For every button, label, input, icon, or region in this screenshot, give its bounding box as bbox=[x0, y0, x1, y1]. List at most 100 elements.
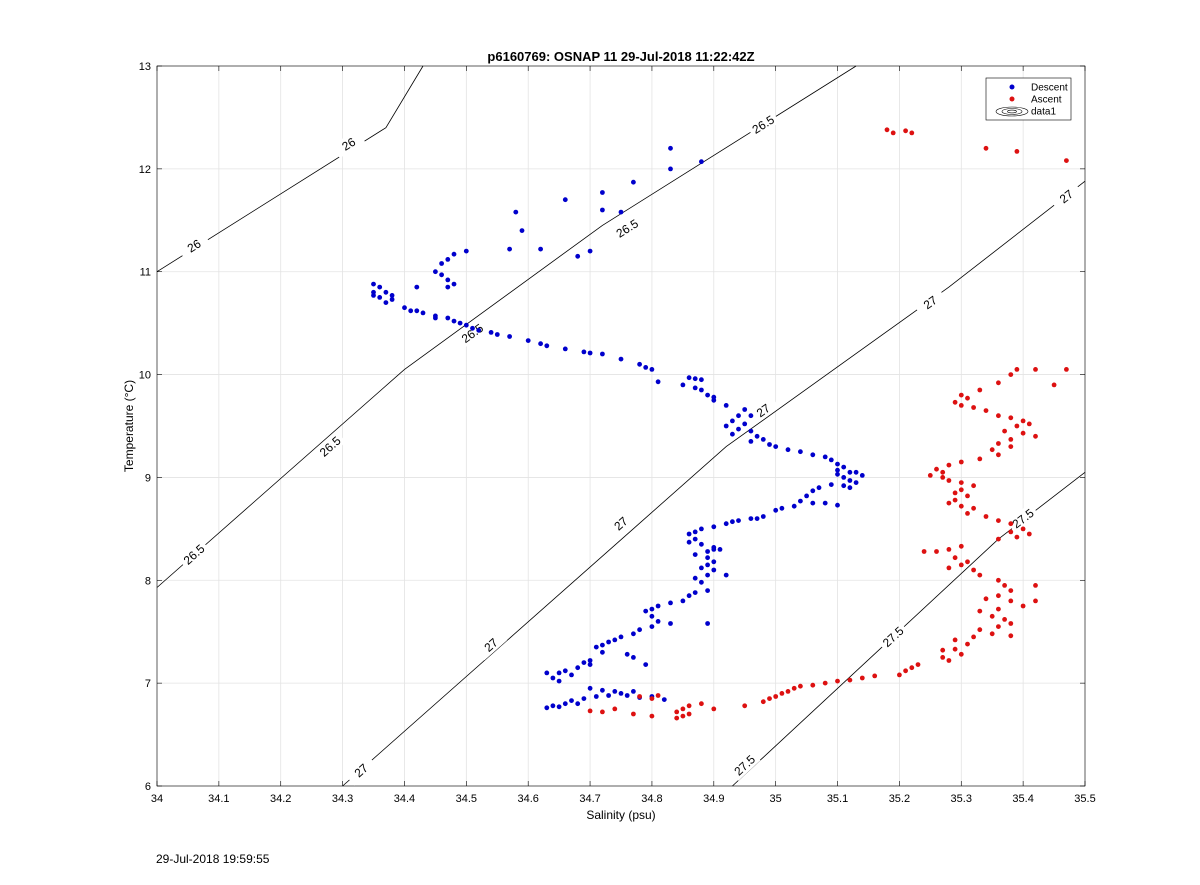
descent-point bbox=[705, 588, 710, 593]
descent-point bbox=[593, 644, 599, 650]
ascent-point bbox=[686, 711, 692, 717]
descent-point bbox=[699, 541, 704, 547]
ascent-point bbox=[1020, 418, 1026, 424]
descent-point bbox=[389, 297, 395, 302]
descent-point bbox=[587, 658, 593, 663]
ascent-point bbox=[884, 127, 890, 133]
descent-point bbox=[668, 145, 673, 151]
descent-point bbox=[705, 621, 710, 626]
descent-point bbox=[593, 694, 599, 699]
y-tick-label: 8 bbox=[145, 575, 151, 587]
descent-point bbox=[494, 332, 500, 337]
descent-point bbox=[569, 698, 574, 703]
ascent-point bbox=[1020, 603, 1026, 609]
legend-box bbox=[985, 77, 1072, 121]
density-contours: 262626.526.526.526.526.527272727272727.5… bbox=[156, 65, 1086, 787]
ascent-point bbox=[996, 536, 1001, 542]
descent-point bbox=[445, 284, 451, 290]
descent-point bbox=[705, 549, 710, 554]
y-tick-label: 9 bbox=[145, 472, 151, 484]
descent-point bbox=[544, 705, 550, 711]
ascent-point bbox=[773, 694, 779, 699]
descent-point bbox=[556, 704, 562, 710]
axis-ticks: 34 34.1 34.2 34.3 34.4 34.5 34.6 34.7 34.8 34.9 35… bbox=[139, 61, 1096, 805]
ascent-point bbox=[649, 696, 655, 701]
descent-point bbox=[624, 693, 630, 698]
ascent-point bbox=[680, 706, 686, 712]
descent-point bbox=[835, 502, 840, 508]
descent-point bbox=[600, 190, 605, 195]
ascent-point bbox=[1008, 437, 1014, 442]
footer-timestamp: 29-Jul-2018 19:59:55 bbox=[156, 852, 270, 866]
y-axis-label: Temperature (°C) bbox=[122, 380, 136, 472]
descent-point bbox=[822, 454, 828, 460]
descent-point bbox=[649, 606, 655, 612]
ascent-point bbox=[1064, 367, 1069, 372]
contour-label-group: 26.5 bbox=[610, 213, 644, 243]
ascent-point bbox=[977, 387, 983, 393]
descent-point bbox=[742, 407, 748, 412]
descent-point bbox=[420, 310, 426, 316]
x-tick-label: 35.2 bbox=[889, 793, 910, 805]
descent-point bbox=[692, 590, 698, 595]
descent-point bbox=[439, 272, 444, 278]
descent-point bbox=[835, 461, 840, 467]
descent-point bbox=[748, 428, 754, 434]
descent-point bbox=[828, 457, 834, 463]
ascent-point bbox=[965, 511, 970, 516]
contour-label-bg bbox=[1049, 181, 1083, 212]
descent-point bbox=[668, 600, 673, 606]
contour-label-group: 27 bbox=[1049, 181, 1083, 212]
series-descent bbox=[371, 145, 865, 711]
descent-point bbox=[754, 516, 760, 521]
ascent-point bbox=[958, 543, 964, 549]
descent-point bbox=[847, 478, 853, 483]
descent-point bbox=[476, 327, 482, 333]
descent-point bbox=[600, 687, 605, 693]
ascent-point bbox=[785, 689, 791, 694]
ascent-point bbox=[1008, 588, 1014, 593]
descent-point bbox=[736, 426, 741, 432]
ascent-point bbox=[1014, 149, 1020, 154]
ascent-point bbox=[983, 596, 989, 602]
descent-point bbox=[414, 284, 420, 290]
ascent-point bbox=[600, 709, 605, 715]
x-tick-label: 35 bbox=[770, 793, 782, 805]
ascent-point bbox=[699, 701, 704, 707]
ascent-point bbox=[1008, 529, 1014, 535]
ascent-point bbox=[686, 703, 692, 709]
grid bbox=[156, 65, 1086, 787]
descent-point bbox=[649, 613, 655, 619]
descent-point bbox=[810, 488, 816, 494]
descent-point bbox=[841, 464, 847, 470]
chart-title: p6160769: OSNAP 11 29-Jul-2018 11:22:42Z bbox=[487, 49, 754, 64]
descent-point bbox=[828, 482, 834, 487]
ascent-point bbox=[971, 567, 976, 573]
series-ascent bbox=[587, 127, 1069, 721]
ascent-point bbox=[1008, 621, 1014, 626]
ascent-point bbox=[965, 559, 970, 565]
descent-point bbox=[748, 413, 754, 419]
ascent-point bbox=[909, 130, 915, 136]
ascent-point bbox=[983, 408, 989, 413]
ascent-point bbox=[1033, 583, 1038, 588]
descent-point bbox=[686, 593, 692, 599]
descent-point bbox=[643, 608, 649, 614]
descent-point bbox=[383, 289, 389, 295]
contour-label-group: 27 bbox=[604, 507, 637, 539]
descent-point bbox=[519, 228, 525, 234]
contour-line-27 bbox=[342, 180, 1086, 787]
ascent-point bbox=[952, 490, 958, 496]
ascent-point bbox=[921, 549, 927, 554]
descent-point bbox=[686, 375, 692, 381]
ascent-point bbox=[1008, 372, 1014, 377]
contour-line-26 bbox=[156, 65, 424, 273]
ascent-point bbox=[996, 577, 1001, 583]
descent-point bbox=[649, 624, 655, 629]
y-tick-label: 13 bbox=[139, 61, 151, 73]
ascent-point bbox=[958, 403, 964, 408]
descent-point bbox=[544, 670, 550, 676]
descent-point bbox=[668, 621, 673, 626]
ascent-point bbox=[958, 487, 964, 493]
y-tick-label: 7 bbox=[145, 678, 151, 690]
